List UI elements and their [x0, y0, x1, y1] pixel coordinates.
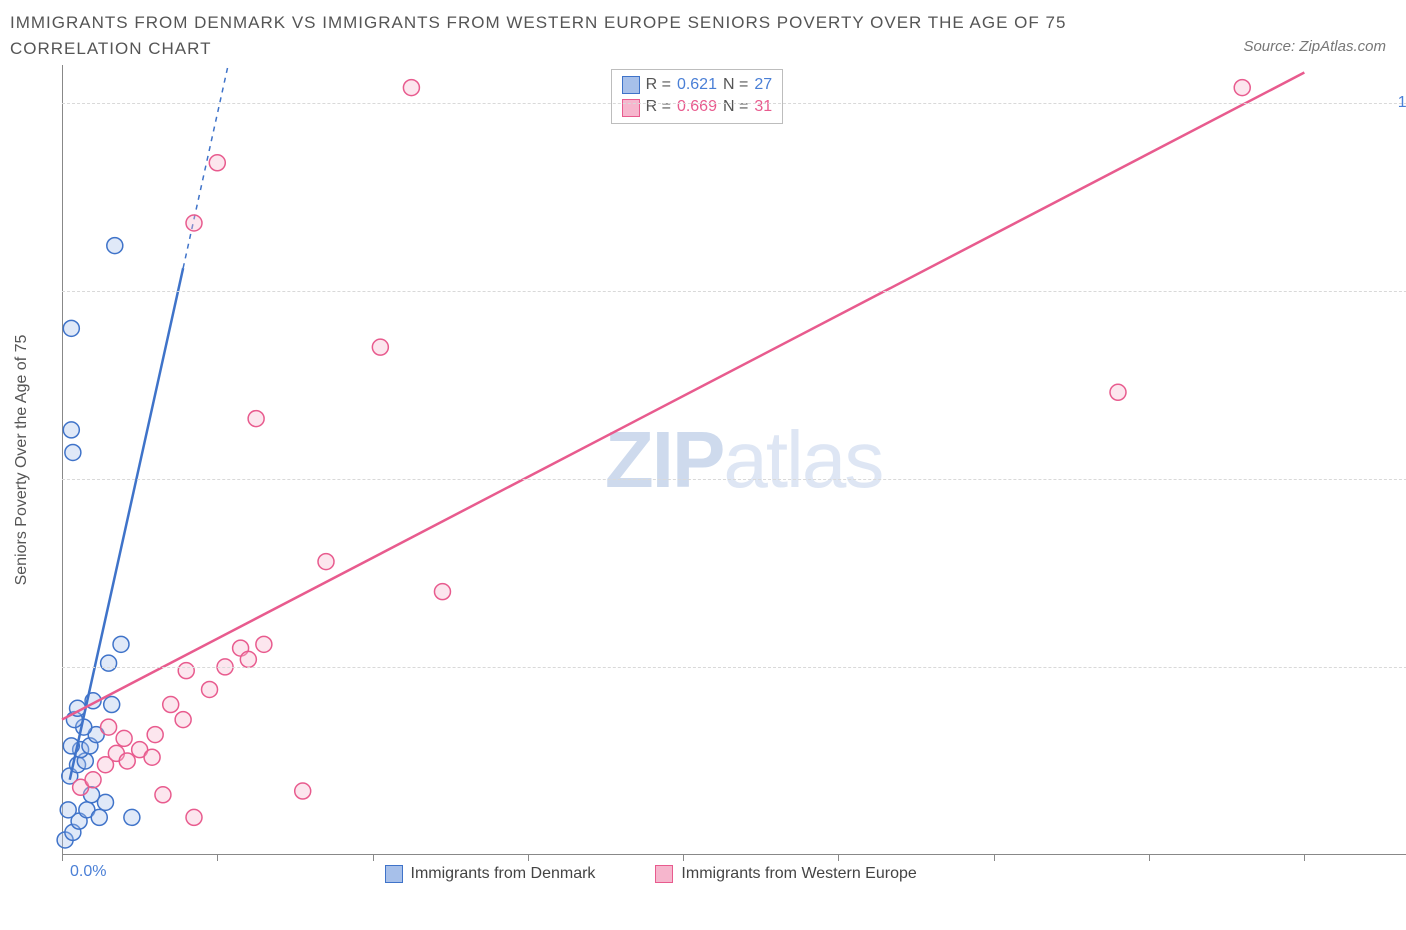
x-tick	[62, 855, 63, 861]
data-point-western_europe	[147, 727, 163, 743]
data-point-western_europe	[295, 783, 311, 799]
data-point-western_europe	[318, 554, 334, 570]
x-minor-tick	[528, 855, 529, 861]
data-point-western_europe	[434, 584, 450, 600]
data-point-western_europe	[175, 712, 191, 728]
swatch-we	[622, 99, 640, 117]
x-minor-tick	[994, 855, 995, 861]
swatch-denmark	[622, 76, 640, 94]
x-minor-tick	[1149, 855, 1150, 861]
n-label: N =	[723, 74, 748, 96]
r-label: R =	[646, 74, 671, 96]
data-point-denmark	[60, 802, 76, 818]
data-point-western_europe	[85, 772, 101, 788]
data-point-western_europe	[119, 753, 135, 769]
n-value-denmark: 27	[754, 74, 772, 96]
data-point-denmark	[104, 697, 120, 713]
gridline	[62, 479, 1406, 480]
data-point-western_europe	[248, 411, 264, 427]
data-point-western_europe	[186, 215, 202, 231]
x-tick	[683, 855, 684, 861]
data-point-western_europe	[209, 155, 225, 171]
data-point-denmark	[113, 636, 129, 652]
r-value-denmark: 0.621	[677, 74, 717, 96]
legend-item-denmark: Immigrants from Denmark	[385, 865, 596, 883]
swatch-we	[655, 865, 673, 883]
data-point-western_europe	[240, 651, 256, 667]
data-point-western_europe	[256, 636, 272, 652]
series-legend: Immigrants from Denmark Immigrants from …	[385, 865, 917, 883]
data-point-denmark	[65, 444, 81, 460]
x-tick-label: 0.0%	[70, 863, 106, 881]
header-row: IMMIGRANTS FROM DENMARK VS IMMIGRANTS FR…	[10, 10, 1396, 61]
data-point-western_europe	[372, 339, 388, 355]
x-minor-tick	[217, 855, 218, 861]
legend-item-we: Immigrants from Western Europe	[655, 865, 916, 883]
data-point-western_europe	[155, 787, 171, 803]
y-axis-label: Seniors Poverty Over the Age of 75	[13, 335, 31, 586]
x-minor-tick	[838, 855, 839, 861]
swatch-denmark	[385, 865, 403, 883]
data-point-denmark	[63, 422, 79, 438]
r-value-we: 0.669	[677, 96, 717, 118]
legend-label-we: Immigrants from Western Europe	[681, 865, 916, 883]
x-tick	[1304, 855, 1305, 861]
data-point-western_europe	[178, 663, 194, 679]
chart-title: IMMIGRANTS FROM DENMARK VS IMMIGRANTS FR…	[10, 10, 1110, 61]
scatter-svg	[62, 65, 1382, 855]
gridline	[62, 291, 1406, 292]
n-label: N =	[723, 96, 748, 118]
gridline	[62, 667, 1406, 668]
data-point-western_europe	[186, 809, 202, 825]
data-point-western_europe	[144, 749, 160, 765]
data-point-western_europe	[101, 719, 117, 735]
stats-legend: R = 0.621 N = 27 R = 0.669 N = 31	[611, 69, 784, 124]
chart-container: IMMIGRANTS FROM DENMARK VS IMMIGRANTS FR…	[10, 10, 1396, 920]
n-value-we: 31	[754, 96, 772, 118]
y-tick-label: 100.0%	[1398, 94, 1406, 112]
legend-label-denmark: Immigrants from Denmark	[411, 865, 596, 883]
x-minor-tick	[373, 855, 374, 861]
stats-row-we: R = 0.669 N = 31	[622, 96, 773, 118]
data-point-western_europe	[1110, 384, 1126, 400]
data-point-denmark	[107, 238, 123, 254]
data-point-western_europe	[116, 730, 132, 746]
plot-area: Seniors Poverty Over the Age of 75 ZIPat…	[52, 65, 1382, 855]
data-point-western_europe	[403, 80, 419, 96]
source-label: Source: ZipAtlas.com	[1243, 38, 1386, 55]
data-point-western_europe	[1234, 80, 1250, 96]
r-label: R =	[646, 96, 671, 118]
data-point-western_europe	[163, 697, 179, 713]
data-point-denmark	[63, 320, 79, 336]
stats-row-denmark: R = 0.621 N = 27	[622, 74, 773, 96]
data-point-denmark	[91, 809, 107, 825]
data-point-denmark	[101, 655, 117, 671]
data-point-denmark	[124, 809, 140, 825]
gridline	[62, 103, 1406, 104]
data-point-western_europe	[202, 681, 218, 697]
